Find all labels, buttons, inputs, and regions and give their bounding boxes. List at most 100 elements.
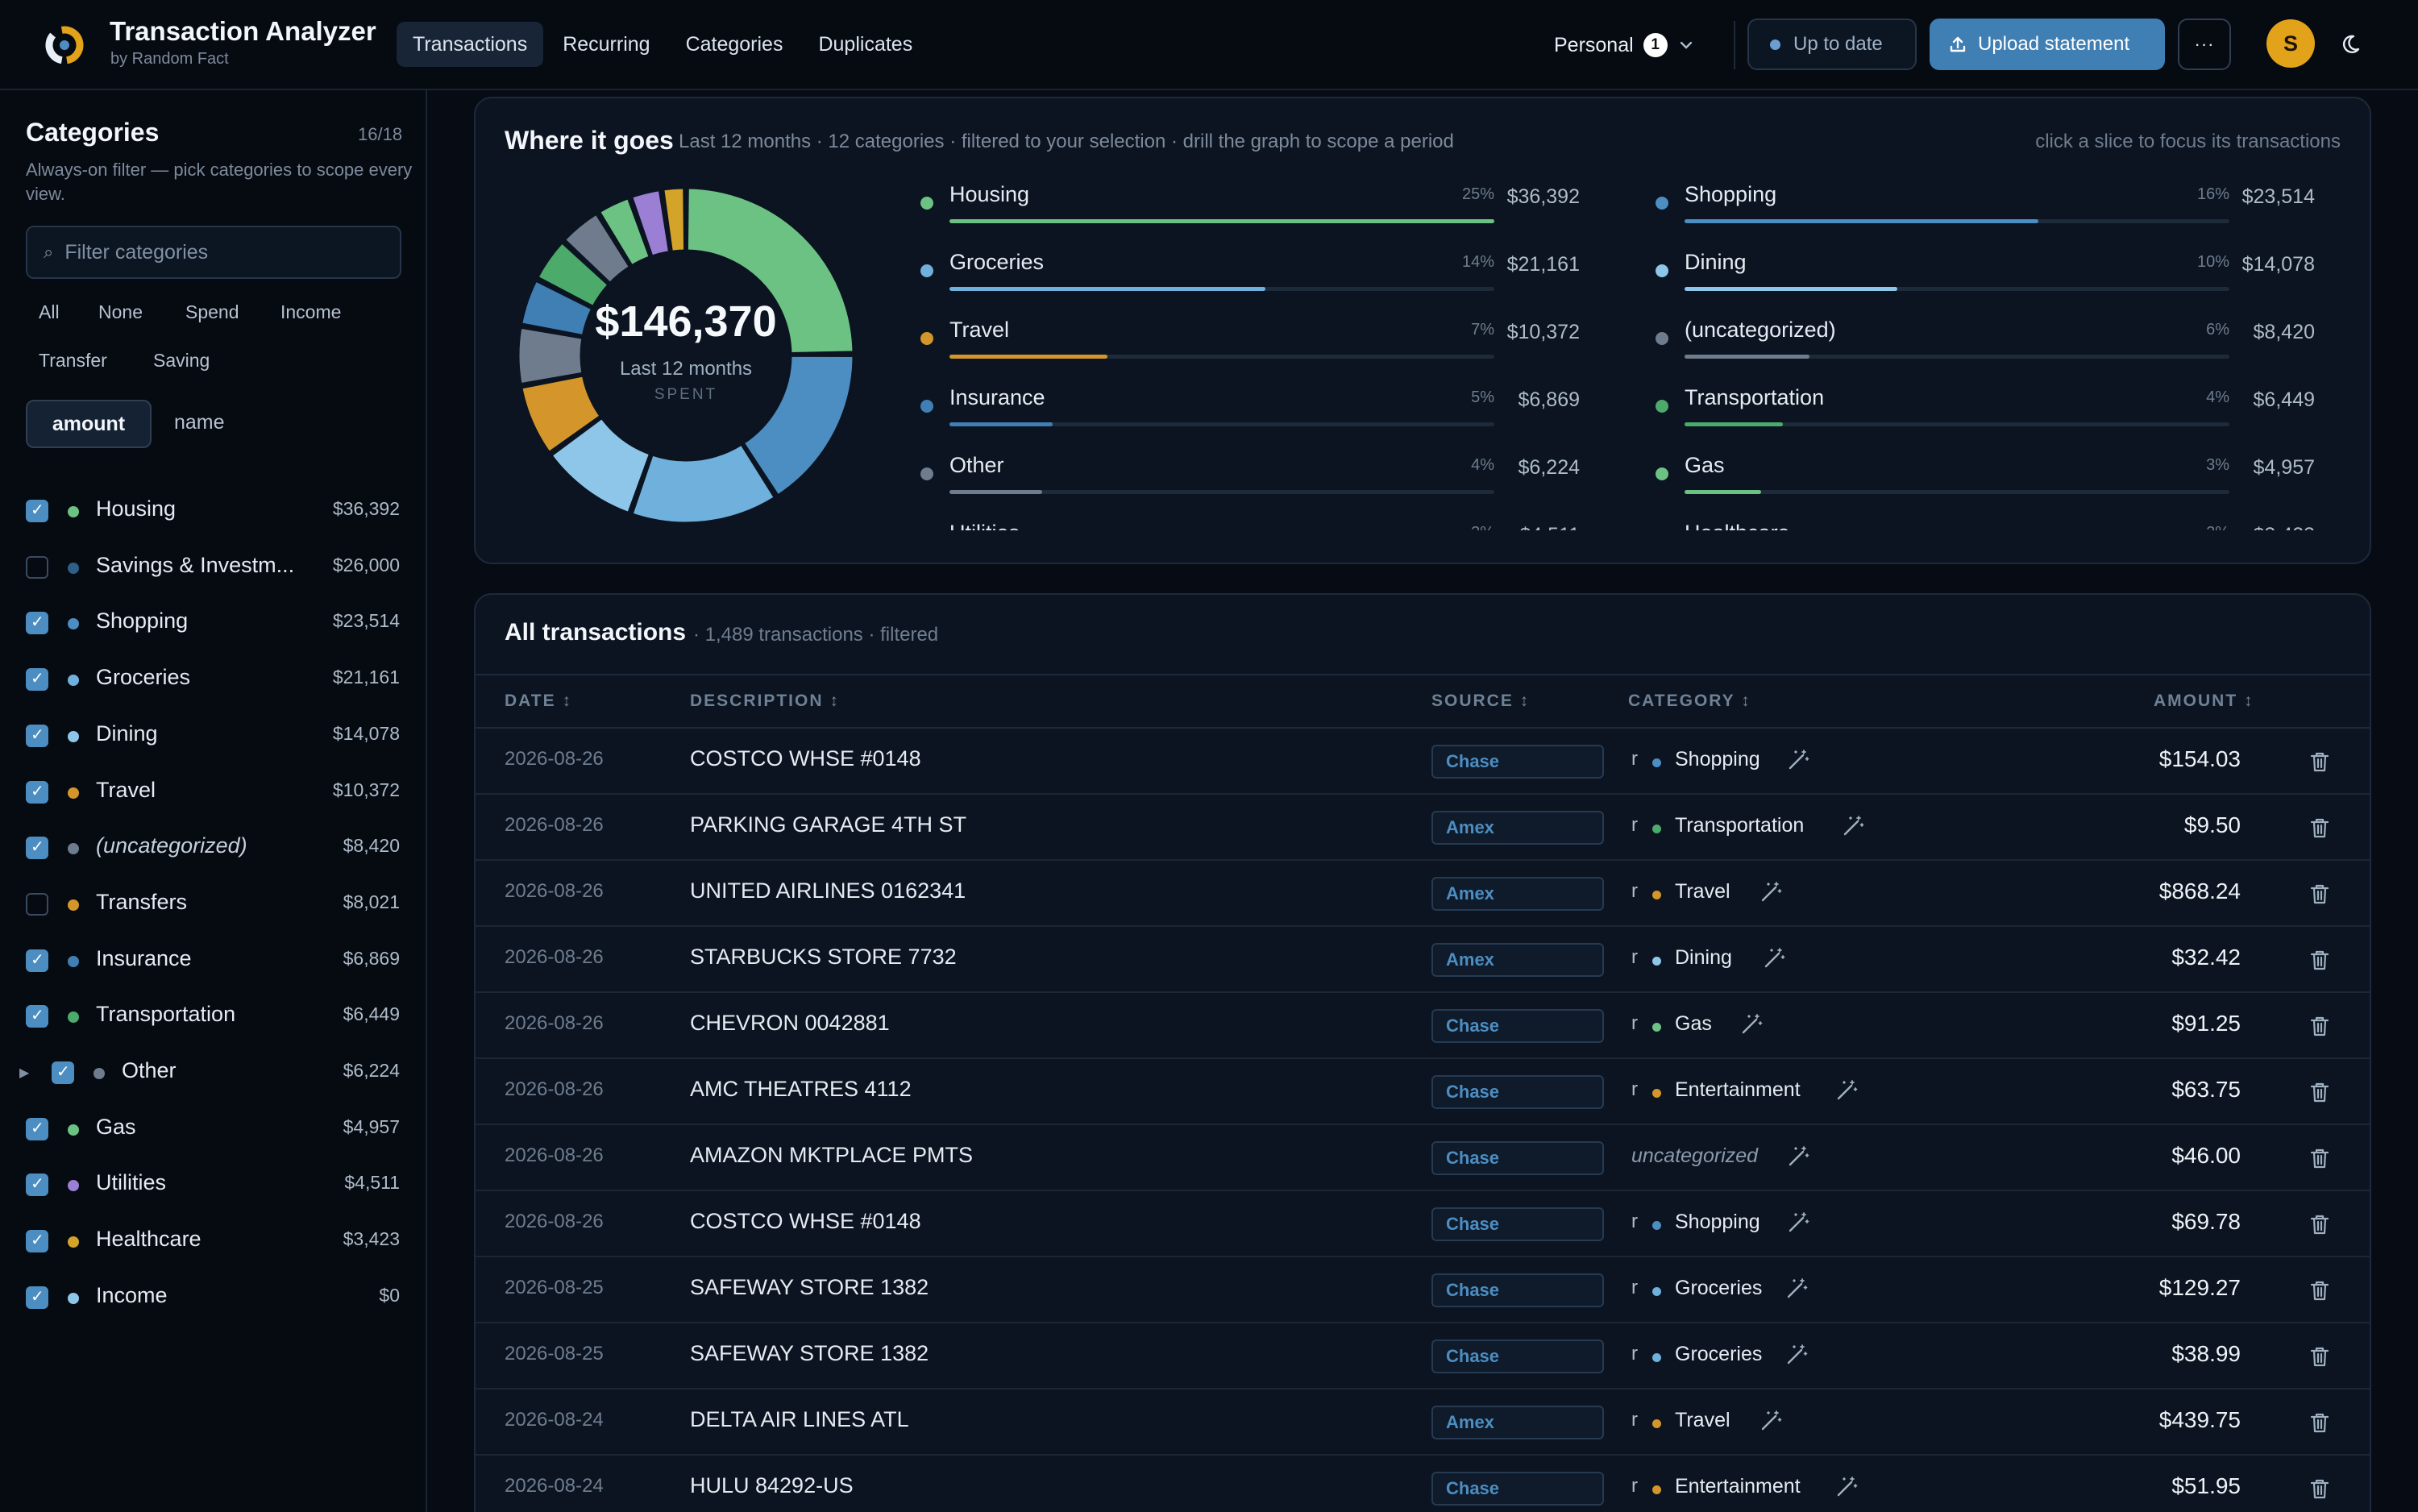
trash-icon[interactable] (2308, 750, 2331, 774)
table-row[interactable]: 2026-08-26 PARKING GARAGE 4TH ST Amex r Tran… (476, 795, 2370, 861)
magic-wand-icon[interactable] (1739, 1012, 1764, 1036)
sync-status[interactable]: Up to date (1747, 19, 1917, 70)
category-search-input[interactable]: ⌕ Filter categories (26, 226, 401, 279)
magic-wand-icon[interactable] (1834, 1475, 1859, 1499)
transaction-source-select[interactable]: Chase (1431, 1273, 1604, 1307)
category-checkbox[interactable] (26, 556, 48, 579)
trash-icon[interactable] (2308, 882, 2331, 906)
transaction-source-select[interactable]: Amex (1431, 1406, 1604, 1439)
magic-wand-icon[interactable] (1841, 814, 1865, 838)
category-row-income[interactable]: Income$0 (0, 1280, 427, 1312)
category-row-savings-investm[interactable]: Savings & Investm... $26,000 (0, 550, 427, 582)
category-checkbox[interactable] (26, 1173, 48, 1196)
category-row-dining[interactable]: Dining $14,078 (0, 718, 427, 750)
more-menu-button[interactable]: ··· (2178, 19, 2231, 70)
filter-spend[interactable]: Spend (185, 301, 239, 323)
category-checkbox[interactable] (26, 893, 48, 916)
category-checkbox[interactable] (26, 949, 48, 972)
trash-icon[interactable] (2308, 1146, 2331, 1170)
category-checkbox[interactable] (26, 612, 48, 634)
header-description[interactable]: DESCRIPTION ↕ (690, 692, 840, 711)
nav-duplicates[interactable]: Duplicates (802, 22, 929, 67)
category-row-groceries[interactable]: Groceries$21,161 (0, 662, 427, 694)
table-row[interactable]: 2026-08-25 SAFEWAY STORE 1382 Chase r Grocer… (476, 1257, 2370, 1323)
magic-wand-icon[interactable] (1784, 1277, 1809, 1301)
legend-item-other[interactable]: Other 4% $6,224 (911, 447, 1580, 495)
transaction-source-select[interactable]: Chase (1431, 745, 1604, 779)
category-checkbox[interactable] (26, 1005, 48, 1028)
category-row-other[interactable]: ▶Other$6,224 (0, 1055, 427, 1087)
table-row[interactable]: 2026-08-24 DELTA AIR LINES ATL Amex r Travel… (476, 1389, 2370, 1456)
filter-all[interactable]: All (39, 301, 60, 323)
header-source[interactable]: SOURCE ↕ (1431, 692, 1530, 711)
table-row[interactable]: 2026-08-26 COSTCO WHSE #0148 Chase r Shoppin… (476, 729, 2370, 795)
legend-item-groceries[interactable]: Groceries 14% $21,161 (911, 243, 1580, 292)
magic-wand-icon[interactable] (1834, 1078, 1859, 1103)
magic-wand-icon[interactable] (1786, 1211, 1810, 1235)
transaction-source-select[interactable]: Amex (1431, 811, 1604, 845)
filter-transfer[interactable]: Transfer (39, 350, 107, 372)
transaction-source-select[interactable]: Chase (1431, 1141, 1604, 1175)
nav-transactions[interactable]: Transactions (397, 22, 543, 67)
category-checkbox[interactable] (26, 1230, 48, 1252)
transaction-source-select[interactable]: Amex (1431, 877, 1604, 911)
transaction-category[interactable]: Dining (1675, 946, 1732, 970)
sort-by-name[interactable]: name (174, 411, 225, 434)
table-row[interactable]: 2026-08-26 STARBUCKS STORE 7732 Amex r Dinin… (476, 927, 2370, 993)
legend-item-dining[interactable]: Dining 10% $14,078 (1646, 243, 2315, 292)
category-checkbox[interactable] (26, 725, 48, 747)
trash-icon[interactable] (2308, 1278, 2331, 1302)
trash-icon[interactable] (2308, 948, 2331, 972)
trash-icon[interactable] (2308, 816, 2331, 840)
trash-icon[interactable] (2308, 1212, 2331, 1236)
transaction-category[interactable]: Groceries (1675, 1343, 1762, 1366)
header-amount[interactable]: AMOUNT ↕ (2154, 692, 2254, 711)
table-row[interactable]: 2026-08-25 SAFEWAY STORE 1382 Chase r Grocer… (476, 1323, 2370, 1389)
category-checkbox[interactable] (26, 668, 48, 691)
header-date[interactable]: DATE ↕ (505, 692, 572, 711)
legend-item-insurance[interactable]: Insurance 5% $6,869 (911, 379, 1580, 427)
category-row-insurance[interactable]: Insurance $6,869 (0, 943, 427, 975)
nav-recurring[interactable]: Recurring (546, 22, 666, 67)
transaction-category[interactable]: Travel (1675, 1409, 1730, 1432)
legend-item-transportation[interactable]: Transportation 4% $6,449 (1646, 379, 2315, 427)
trash-icon[interactable] (2308, 1080, 2331, 1104)
category-row-travel[interactable]: Travel $10,372 (0, 775, 427, 807)
transaction-category[interactable]: Entertainment (1675, 1078, 1801, 1102)
nav-categories[interactable]: Categories (670, 22, 800, 67)
header-category[interactable]: CATEGORY ↕ (1628, 692, 1751, 711)
transaction-source-select[interactable]: Amex (1431, 943, 1604, 977)
category-checkbox[interactable] (26, 500, 48, 522)
transaction-source-select[interactable]: Chase (1431, 1340, 1604, 1373)
trash-icon[interactable] (2308, 1344, 2331, 1369)
transaction-category[interactable]: Entertainment (1675, 1475, 1801, 1498)
moon-icon[interactable] (2342, 32, 2366, 56)
transaction-category[interactable]: Groceries (1675, 1277, 1762, 1300)
category-row-uncategorized[interactable]: (uncategorized) $8,420 (0, 830, 427, 862)
magic-wand-icon[interactable] (1759, 1409, 1783, 1433)
category-row-utilities[interactable]: Utilities $4,511 (0, 1167, 427, 1199)
legend-item-uncategorized[interactable]: (uncategorized) 6% $8,420 (1646, 311, 2315, 359)
table-row[interactable]: 2026-08-26 UNITED AIRLINES 0162341 Amex r Tr… (476, 861, 2370, 927)
transaction-category[interactable]: Gas (1675, 1012, 1712, 1036)
transaction-category[interactable]: Travel (1675, 880, 1730, 903)
legend-item-housing[interactable]: Housing 25% $36,392 (911, 176, 1580, 224)
table-row[interactable]: 2026-08-26 AMAZON MKTPLACE PMTS Chase uncat… (476, 1125, 2370, 1191)
transaction-category[interactable]: Shopping (1675, 748, 1760, 771)
category-row-shopping[interactable]: Shopping $23,514 (0, 605, 427, 638)
profile-selector[interactable]: Personal 1 (1554, 24, 1695, 66)
table-row[interactable]: 2026-08-26 CHEVRON 0042881 Chase r Gas $91.25 (476, 993, 2370, 1059)
sort-by-amount[interactable]: amount (26, 400, 152, 448)
magic-wand-icon[interactable] (1786, 1144, 1810, 1169)
table-row[interactable]: 2026-08-26 COSTCO WHSE #0148 Chase r Shoppin… (476, 1191, 2370, 1257)
category-checkbox[interactable] (52, 1061, 74, 1084)
category-row-transportation[interactable]: Transportation $6,449 (0, 999, 427, 1031)
legend-item-shopping[interactable]: Shopping 16% $23,514 (1646, 176, 2315, 224)
avatar[interactable]: S (2266, 19, 2315, 68)
category-row-healthcare[interactable]: Healthcare $3,423 (0, 1223, 427, 1256)
category-row-transfers[interactable]: Transfers $8,021 (0, 887, 427, 919)
magic-wand-icon[interactable] (1759, 880, 1783, 904)
category-checkbox[interactable] (26, 1118, 48, 1140)
transaction-source-select[interactable]: Chase (1431, 1207, 1604, 1241)
category-row-gas[interactable]: Gas $4,957 (0, 1111, 427, 1144)
